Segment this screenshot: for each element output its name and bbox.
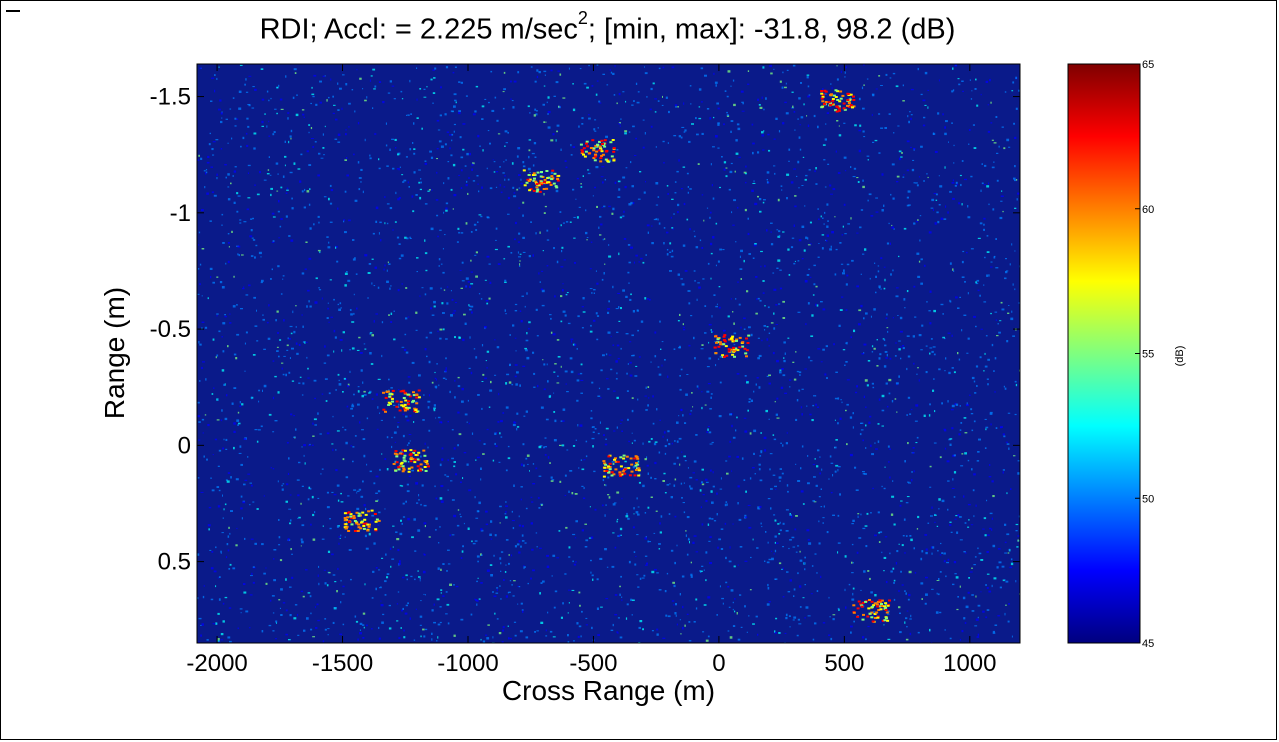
radar-image-speckle [197, 64, 1020, 643]
colorbar-tick-label: 50 [1142, 493, 1154, 505]
radar-image-background [197, 64, 1020, 643]
x-axis: -2000 -1500 -1000 -500 0 500 1000 [186, 64, 997, 677]
colorbar-tick-label: 65 [1142, 59, 1154, 71]
colorbar-tick-label: 60 [1142, 204, 1154, 216]
x-tick-label: -1000 [437, 650, 498, 677]
colorbar-ticks: 45 50 55 60 65 [1135, 59, 1154, 650]
y-tick-label: 0 [178, 432, 191, 459]
colorbar-tick-label: 45 [1142, 638, 1154, 650]
x-tick-label: -1500 [312, 650, 373, 677]
y-tick-label: -0.5 [150, 316, 191, 343]
y-tick-label: 0.5 [158, 549, 191, 576]
x-tick-label: 1000 [943, 650, 996, 677]
x-tick-label: -2000 [186, 650, 247, 677]
x-tick-label: -500 [569, 650, 617, 677]
y-tick-label: -1.5 [150, 84, 191, 111]
y-tick-label: -1 [170, 200, 191, 227]
frame-corner-mark [6, 10, 20, 12]
x-tick-label: 500 [824, 650, 864, 677]
chart-title: RDI; Accl: = 2.225 m/sec2; [min, max]: -… [259, 8, 956, 46]
plot-axes-box [196, 63, 1021, 644]
x-tick-label: 0 [712, 650, 725, 677]
x-axis-label: Cross Range (m) [501, 675, 716, 706]
colorbar [1067, 63, 1141, 644]
y-axis: -1.5 -1 -0.5 0 0.5 [150, 84, 1020, 576]
colorbar-tick-label: 55 [1142, 349, 1154, 361]
colorbar-label: (dB) [1174, 345, 1186, 367]
y-axis-label: Range (m) [99, 286, 130, 420]
